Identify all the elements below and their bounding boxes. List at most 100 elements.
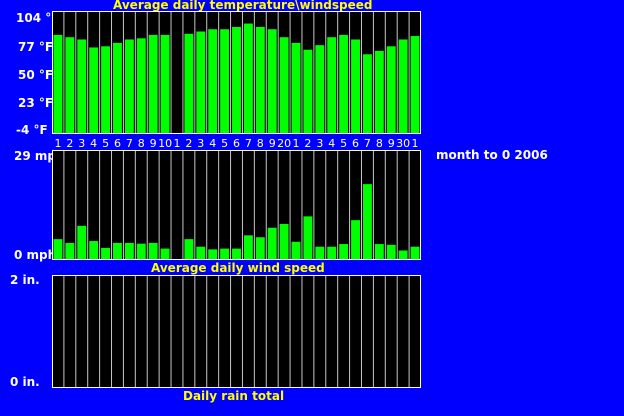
temperature-bar	[351, 39, 360, 134]
temp-xtick-label: 2	[304, 137, 311, 150]
temperature-bar	[279, 37, 289, 134]
temp-xtick-label: 3	[197, 137, 204, 150]
temperature-bar	[232, 26, 241, 135]
wind-bar	[160, 248, 170, 260]
temp-xtick-label: 8	[138, 137, 145, 150]
temp-xtick-label: 5	[340, 137, 347, 150]
wind-ytick-1: 0 mph	[14, 248, 57, 262]
temp-xtick-label: 1	[293, 137, 300, 150]
temperature-frame	[52, 11, 421, 134]
rain-ytick-0: 2 in.	[10, 273, 40, 287]
wind-bar	[232, 248, 241, 260]
temperature-bar	[124, 39, 134, 134]
wind-bar	[220, 248, 230, 260]
wind-bar	[196, 246, 206, 260]
wind-bar	[339, 244, 349, 260]
rain-plot-area	[52, 275, 421, 388]
wind-bar	[113, 242, 122, 260]
temperature-bar	[220, 29, 230, 134]
temp-xtick-label: 3	[316, 137, 323, 150]
temp-xtick-label: 4	[209, 137, 216, 150]
wind-bar	[351, 220, 360, 260]
wind-frame	[52, 150, 421, 260]
temp-xtick-label: 6	[352, 137, 359, 150]
temp-xtick-label: 3	[78, 137, 85, 150]
temp-xtick-label: 5	[221, 137, 228, 150]
temp-xtick-label: 30	[396, 137, 410, 150]
wind-chart-title: Average daily wind speed	[151, 261, 325, 275]
wind-bar	[184, 239, 194, 260]
wind-bar	[303, 216, 313, 260]
temp-ytick-0: 104 °F	[16, 11, 60, 25]
temp-xtick-label: 6	[114, 137, 121, 150]
temp-ytick-2: 50 °F	[18, 68, 54, 82]
month-year-note: month to 0 2006	[436, 148, 548, 162]
temperature-bar	[339, 34, 349, 134]
wind-bar	[65, 242, 75, 260]
wind-bar	[89, 241, 99, 260]
temp-xtick-label: 1	[412, 137, 419, 150]
temperature-bar	[386, 46, 396, 134]
temperature-bar	[53, 34, 63, 134]
temp-xtick-label: 9	[269, 137, 276, 150]
wind-ytick-0: 29 mph	[14, 149, 65, 163]
temperature-bar	[303, 49, 313, 134]
temp-xtick-label: 20	[277, 137, 291, 150]
wind-bar	[279, 223, 289, 260]
wind-bar	[101, 247, 111, 260]
temp-xtick-label: 4	[90, 137, 97, 150]
temperature-bar	[362, 54, 372, 134]
temperature-bar	[196, 31, 206, 134]
temperature-bar	[327, 37, 337, 134]
temperature-bar	[113, 42, 122, 135]
temperature-bar	[374, 50, 384, 134]
temperature-bar	[148, 34, 158, 134]
temperature-bar	[208, 29, 218, 134]
temperature-chart-title: Average daily temperature\windspeed	[113, 0, 373, 12]
rain-ytick-1: 0 in.	[10, 375, 40, 389]
temp-xtick-label: 7	[364, 137, 371, 150]
rain-chart-title: Daily rain total	[183, 389, 285, 403]
temperature-bar	[184, 33, 194, 134]
temp-ytick-1: 77 °F	[18, 40, 54, 54]
temp-xtick-label: 2	[185, 137, 192, 150]
temperature-bar	[398, 39, 408, 134]
wind-bar	[410, 246, 420, 260]
wind-bar	[386, 244, 396, 260]
temp-xtick-label: 9	[388, 137, 395, 150]
wind-bar	[255, 237, 265, 260]
wind-bar	[77, 225, 87, 260]
temperature-bar	[77, 39, 87, 134]
temp-xtick-label: 7	[245, 137, 252, 150]
temp-xtick-label: 1	[54, 137, 61, 150]
temp-ytick-3: 23 °F	[18, 96, 54, 110]
temperature-bar	[136, 38, 146, 135]
wind-bar	[53, 239, 63, 260]
temperature-bar	[65, 37, 75, 134]
temperature-bar	[315, 45, 325, 134]
temp-xtick-label: 6	[233, 137, 240, 150]
temperature-bar	[291, 42, 301, 135]
wind-bar	[136, 243, 146, 260]
temp-xtick-label: 7	[126, 137, 133, 150]
temperature-bar	[160, 34, 170, 134]
wind-bar	[291, 241, 301, 260]
wind-bar	[362, 184, 372, 260]
wind-bar	[398, 250, 408, 260]
temp-xtick-label: 8	[257, 137, 264, 150]
temperature-bar	[243, 23, 253, 134]
temp-xtick-label: 8	[376, 137, 383, 150]
temp-xtick-label: 9	[150, 137, 157, 150]
temp-xtick-label: 1	[173, 137, 180, 150]
temp-ytick-4: -4 °F	[16, 123, 48, 137]
wind-bar	[148, 242, 158, 260]
wind-bar	[374, 244, 384, 260]
temp-xtick-label: 2	[66, 137, 73, 150]
temp-xtick-label: 4	[328, 137, 335, 150]
wind-bar	[327, 246, 337, 260]
temp-xtick-label: 10	[158, 137, 172, 150]
wind-bar	[315, 246, 325, 260]
temperature-bar	[101, 46, 111, 134]
temperature-bar	[410, 36, 420, 134]
